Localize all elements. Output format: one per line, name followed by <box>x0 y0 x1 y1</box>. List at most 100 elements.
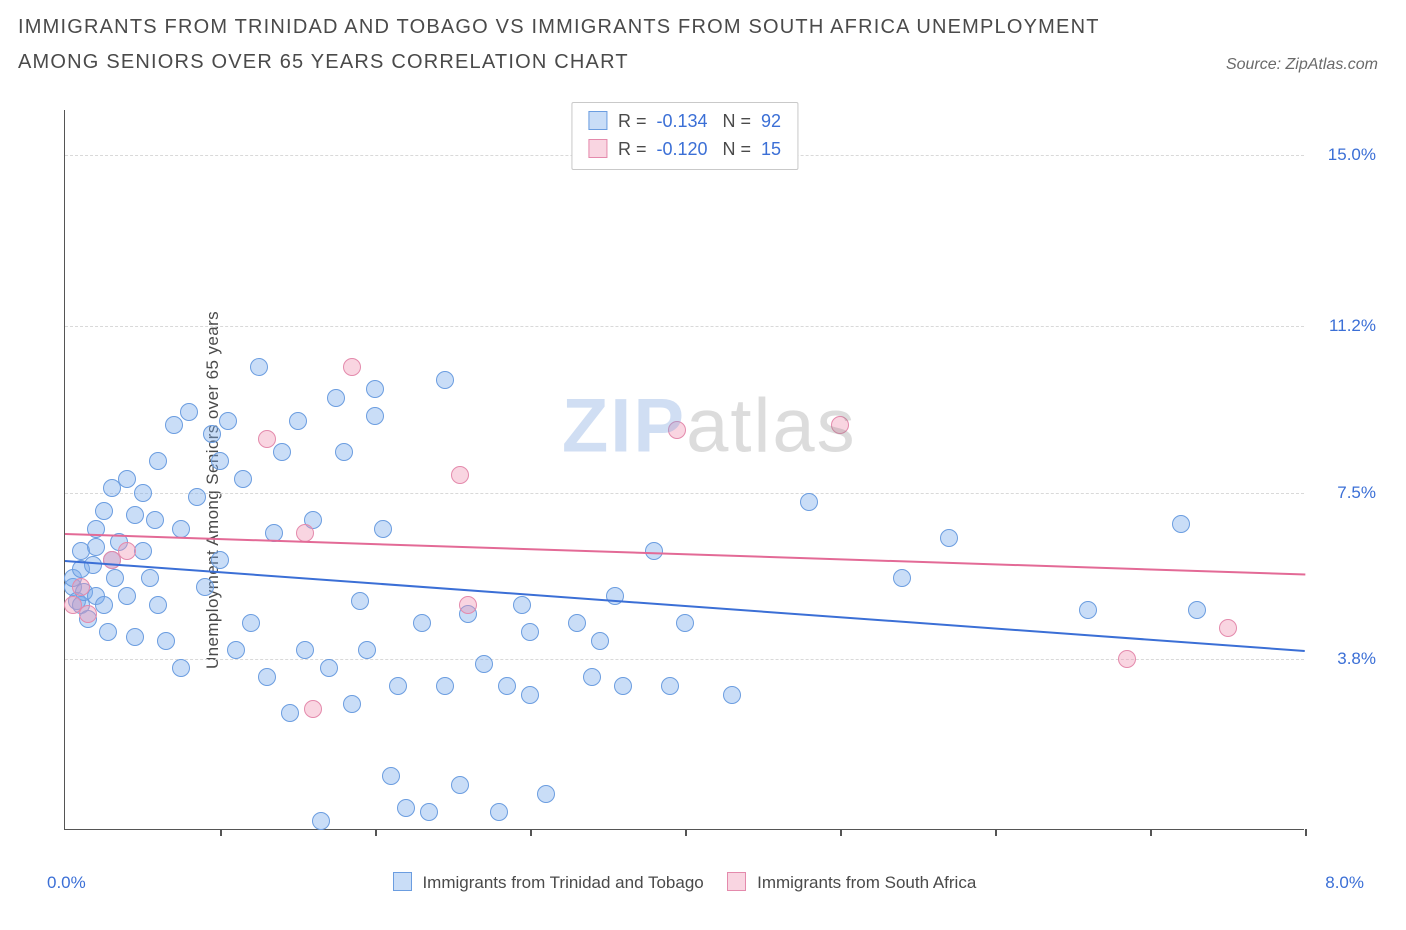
data-point <box>831 416 849 434</box>
data-point <box>281 704 299 722</box>
data-point <box>304 700 322 718</box>
data-point <box>320 659 338 677</box>
data-point <box>668 421 686 439</box>
data-point <box>343 358 361 376</box>
x-tick <box>995 829 997 836</box>
x-axis-max-label: 8.0% <box>1325 873 1364 893</box>
data-point <box>436 371 454 389</box>
trend-line <box>65 560 1305 652</box>
data-point <box>459 596 477 614</box>
data-point <box>141 569 159 587</box>
data-point <box>413 614 431 632</box>
correlation-legend: R = -0.134 N = 92 R = -0.120 N = 15 <box>571 102 798 170</box>
data-point <box>498 677 516 695</box>
chart-title: IMMIGRANTS FROM TRINIDAD AND TOBAGO VS I… <box>18 10 1118 80</box>
data-point <box>358 641 376 659</box>
legend-swatch <box>393 872 412 891</box>
data-point <box>149 596 167 614</box>
legend-series-label: Immigrants from South Africa <box>757 873 976 892</box>
data-point <box>99 623 117 641</box>
data-point <box>165 416 183 434</box>
data-point <box>893 569 911 587</box>
data-point <box>521 623 539 641</box>
data-point <box>149 452 167 470</box>
data-point <box>118 587 136 605</box>
data-point <box>203 425 221 443</box>
trend-line <box>65 533 1305 576</box>
x-tick <box>1305 829 1307 836</box>
data-point <box>366 380 384 398</box>
data-point <box>118 470 136 488</box>
data-point <box>382 767 400 785</box>
data-point <box>723 686 741 704</box>
chart-container: Unemployment Among Seniors over 65 years… <box>34 110 1384 870</box>
data-point <box>172 520 190 538</box>
data-point <box>234 470 252 488</box>
legend-row: R = -0.120 N = 15 <box>588 136 781 164</box>
data-point <box>157 632 175 650</box>
data-point <box>273 443 291 461</box>
data-point <box>1172 515 1190 533</box>
data-point <box>95 596 113 614</box>
data-point <box>296 641 314 659</box>
data-point <box>296 524 314 542</box>
data-point <box>366 407 384 425</box>
x-tick <box>1150 829 1152 836</box>
data-point <box>513 596 531 614</box>
gridline <box>65 326 1304 327</box>
data-point <box>258 668 276 686</box>
data-point <box>180 403 198 421</box>
data-point <box>126 506 144 524</box>
data-point <box>451 466 469 484</box>
legend-swatch <box>588 111 607 130</box>
data-point <box>583 668 601 686</box>
data-point <box>800 493 818 511</box>
data-point <box>397 799 415 817</box>
data-point <box>436 677 454 695</box>
data-point <box>242 614 260 632</box>
data-point <box>258 430 276 448</box>
data-point <box>389 677 407 695</box>
data-point <box>1188 601 1206 619</box>
data-point <box>1219 619 1237 637</box>
x-tick <box>530 829 532 836</box>
x-tick <box>840 829 842 836</box>
data-point <box>614 677 632 695</box>
data-point <box>118 542 136 560</box>
data-point <box>126 628 144 646</box>
data-point <box>106 569 124 587</box>
data-point <box>374 520 392 538</box>
data-point <box>227 641 245 659</box>
legend-swatch <box>727 872 746 891</box>
legend-series-label: Immigrants from Trinidad and Tobago <box>422 873 703 892</box>
data-point <box>351 592 369 610</box>
watermark: ZIPatlas <box>562 383 857 470</box>
x-tick <box>685 829 687 836</box>
data-point <box>72 578 90 596</box>
data-point <box>250 358 268 376</box>
data-point <box>289 412 307 430</box>
data-point <box>343 695 361 713</box>
data-point <box>79 605 97 623</box>
x-tick <box>220 829 222 836</box>
data-point <box>327 389 345 407</box>
data-point <box>420 803 438 821</box>
y-tick-label: 15.0% <box>1328 145 1376 165</box>
data-point <box>134 542 152 560</box>
data-point <box>568 614 586 632</box>
data-point <box>196 578 214 596</box>
data-point <box>490 803 508 821</box>
data-point <box>537 785 555 803</box>
data-point <box>451 776 469 794</box>
data-point <box>676 614 694 632</box>
gridline <box>65 493 1304 494</box>
data-point <box>1118 650 1136 668</box>
watermark-part1: ZIP <box>562 384 686 469</box>
data-point <box>661 677 679 695</box>
source-attribution: Source: ZipAtlas.com <box>1226 56 1378 80</box>
legend-swatch <box>588 139 607 158</box>
data-point <box>591 632 609 650</box>
data-point <box>335 443 353 461</box>
x-tick <box>375 829 377 836</box>
y-tick-label: 7.5% <box>1337 483 1376 503</box>
